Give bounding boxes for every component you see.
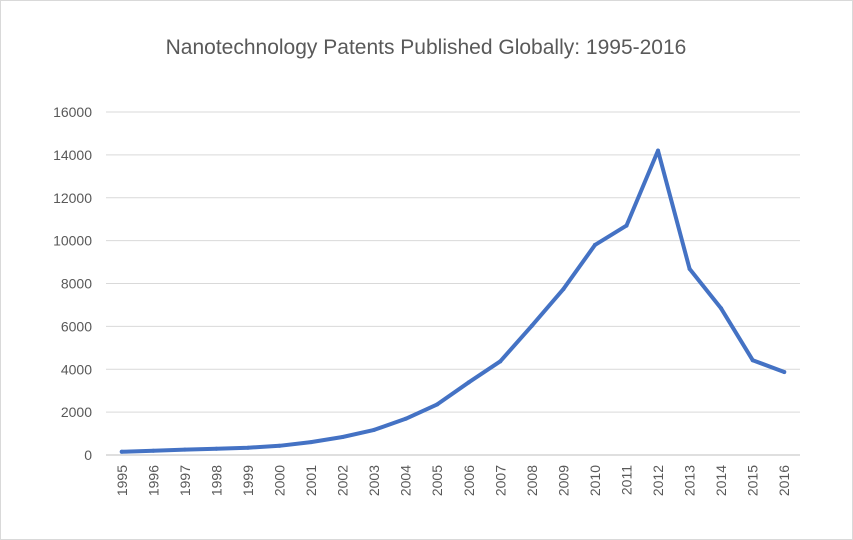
series-line <box>119 148 787 454</box>
x-tick-label: 2005 <box>429 465 445 496</box>
data-point <box>119 449 124 454</box>
data-point <box>277 443 282 448</box>
y-tick-label: 4000 <box>61 361 92 377</box>
x-tick-label: 1999 <box>240 465 256 496</box>
data-point <box>466 380 471 385</box>
x-tick-label: 1997 <box>177 465 193 496</box>
x-tick-label: 1998 <box>208 465 224 496</box>
y-tick-label: 12000 <box>53 190 92 206</box>
x-tick-label: 2001 <box>303 465 319 496</box>
x-tick-label: 2015 <box>745 465 761 496</box>
y-tick-label: 8000 <box>61 276 92 292</box>
x-axis-ticks: 1995 1996 1997 1998 1999 2000 2001 2002 2003 2004… <box>114 465 792 496</box>
data-point <box>214 446 219 451</box>
x-tick-label: 1996 <box>145 465 161 496</box>
y-tick-label: 10000 <box>53 233 92 249</box>
x-tick-label: 2012 <box>650 465 666 496</box>
x-tick-label: 2002 <box>335 465 351 496</box>
data-point <box>687 266 692 271</box>
x-tick-label: 2014 <box>713 465 729 496</box>
data-point <box>624 223 629 228</box>
x-tick-label: 2009 <box>555 465 571 496</box>
x-tick-label: 1995 <box>114 465 130 496</box>
series-layer <box>119 148 787 454</box>
data-point <box>529 323 534 328</box>
data-point <box>245 445 250 450</box>
data-point <box>498 359 503 364</box>
data-point <box>435 402 440 407</box>
x-tick-label: 2016 <box>776 465 792 496</box>
data-point <box>782 370 787 375</box>
x-tick-label: 2004 <box>398 465 414 496</box>
y-tick-label: 0 <box>84 447 92 463</box>
x-tick-label: 2011 <box>619 465 635 495</box>
chart-title: Nanotechnology Patents Published Globall… <box>166 36 687 59</box>
data-point <box>656 148 661 153</box>
data-point <box>372 427 377 432</box>
data-point <box>750 358 755 363</box>
y-tick-label: 16000 <box>53 104 92 120</box>
x-tick-label: 2003 <box>366 465 382 496</box>
y-tick-label: 2000 <box>61 404 92 420</box>
data-point <box>719 306 724 311</box>
data-point <box>151 448 156 453</box>
x-tick-label: 2006 <box>461 465 477 496</box>
y-axis-ticks: 0 2000 4000 6000 8000 10000 12000 14000 16000 <box>53 104 92 463</box>
data-point <box>309 440 314 445</box>
data-point <box>182 447 187 452</box>
data-point <box>592 242 597 247</box>
gridlines <box>106 111 800 413</box>
data-point <box>561 287 566 292</box>
x-tick-label: 2010 <box>587 465 603 496</box>
y-tick-label: 6000 <box>61 318 92 334</box>
x-tick-label: 2008 <box>524 465 540 496</box>
data-point <box>340 434 345 439</box>
x-tick-label: 2000 <box>272 465 288 496</box>
data-point <box>403 416 408 421</box>
x-tick-label: 2013 <box>682 465 698 496</box>
x-tick-label: 2007 <box>492 465 508 496</box>
y-tick-label: 14000 <box>53 147 92 163</box>
